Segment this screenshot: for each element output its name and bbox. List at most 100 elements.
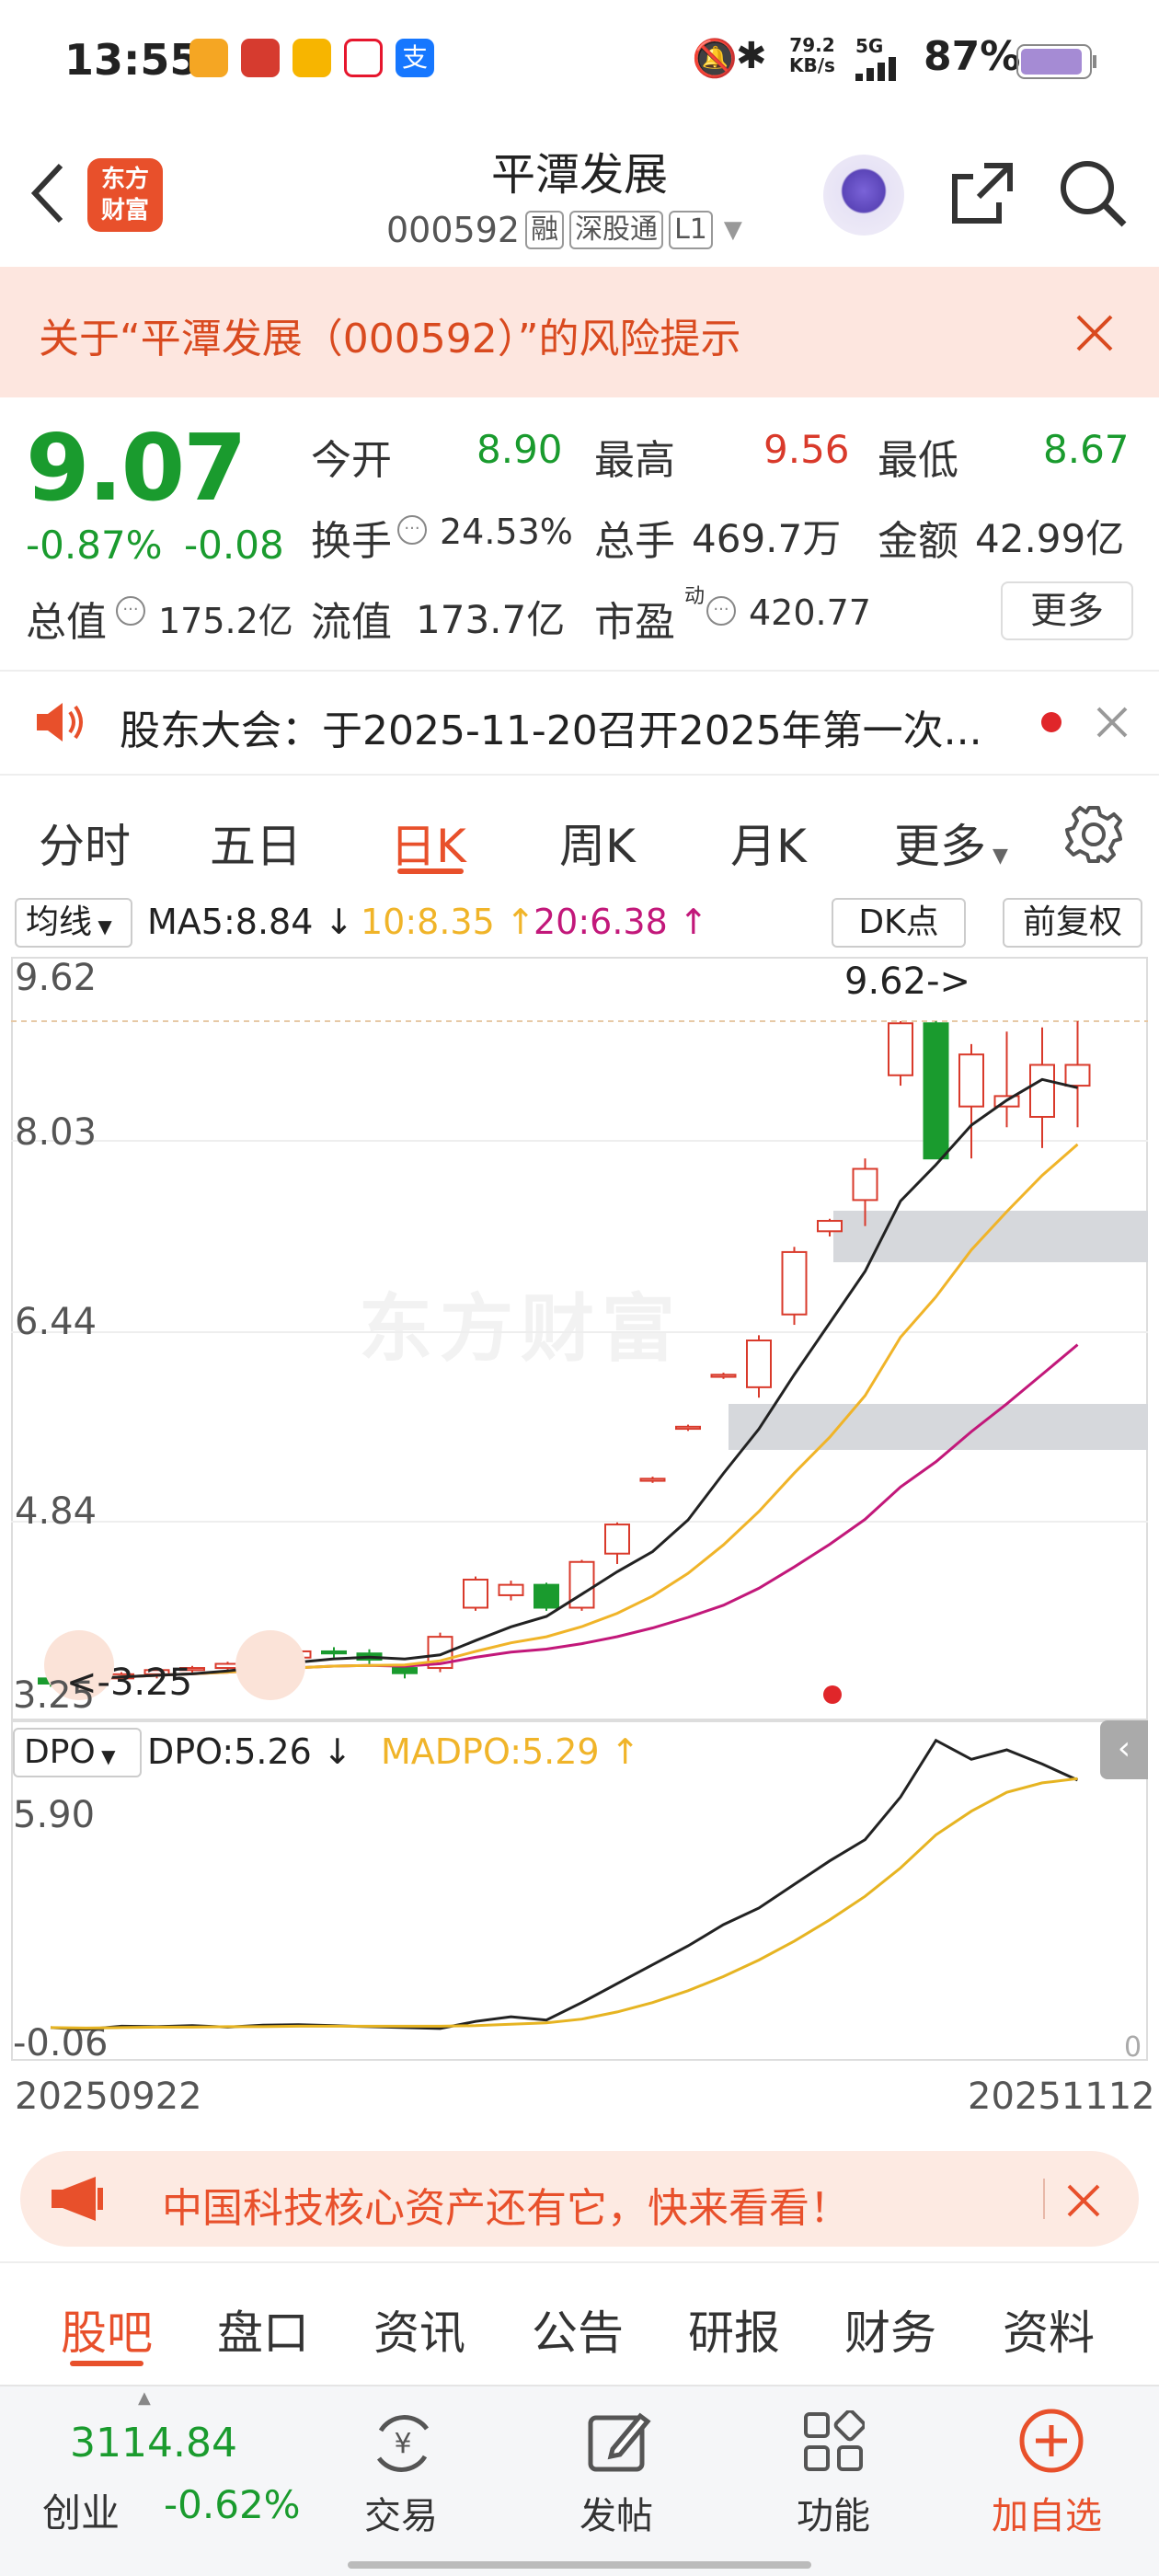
- ma5-value: MA5:8.84 ↓: [147, 902, 354, 942]
- tag-level: L1: [669, 211, 713, 249]
- back-icon[interactable]: [26, 161, 72, 225]
- candle: [463, 1578, 488, 1609]
- watermark: 东方财富: [359, 1286, 683, 1372]
- tab-more[interactable]: 更多 ▼: [894, 820, 1008, 873]
- add-watchlist-icon[interactable]: [1017, 2407, 1085, 2475]
- low-marker: <-3.25: [66, 1662, 193, 1704]
- volume-value: 469.7万: [692, 516, 842, 561]
- tab-daily-k[interactable]: 日K: [390, 820, 466, 873]
- candle: [781, 1250, 808, 1316]
- trade-label[interactable]: 交易: [364, 2495, 438, 2537]
- notice-text[interactable]: 股东大会：于2025-11-20召开2025年第一次...: [120, 707, 982, 754]
- more-quote-button[interactable]: 更多: [1001, 581, 1133, 640]
- tab-guba[interactable]: 股吧: [61, 2306, 153, 2360]
- tab-intraday[interactable]: 分时: [39, 820, 131, 873]
- dpo-y-top: 5.90: [13, 1794, 96, 1836]
- ma5-line: [51, 1077, 1078, 1680]
- search-icon[interactable]: [1058, 158, 1128, 228]
- low-label: 最低: [878, 437, 958, 484]
- y-tick-803: 8.03: [15, 1111, 98, 1154]
- trade-icon[interactable]: ¥: [368, 2409, 438, 2478]
- adjust-button[interactable]: 前复权: [1003, 898, 1142, 948]
- expand-left-icon[interactable]: [44, 1630, 114, 1700]
- dpo-chart: [50, 1738, 1079, 2031]
- signal-dot: [823, 1685, 842, 1704]
- tag-margin: 融: [525, 211, 565, 249]
- candle: [923, 1022, 949, 1160]
- chevron-up-icon: ▲: [138, 2388, 151, 2408]
- indicator-frame: [11, 1720, 1148, 2061]
- candle: [746, 1340, 772, 1388]
- dpo-zero: 0: [1124, 2031, 1142, 2064]
- post-label[interactable]: 发帖: [580, 2495, 653, 2537]
- tab-news[interactable]: 资讯: [373, 2306, 465, 2360]
- tab-profile[interactable]: 资料: [1003, 2306, 1095, 2360]
- collapse-panel-icon[interactable]: ‹: [1100, 1720, 1148, 1779]
- ma-selector[interactable]: 均线 ▼: [15, 898, 132, 948]
- float-label: 流值: [311, 599, 392, 646]
- stock-code-row[interactable]: 000592 融 深股通 L1 ▼: [386, 210, 742, 250]
- signal-label: 5G: [855, 35, 884, 57]
- tab-finance[interactable]: 财务: [844, 2306, 936, 2360]
- ad-text[interactable]: 中国科技核心资产还有它，快来看看！: [162, 2185, 850, 2232]
- post-icon[interactable]: [585, 2409, 651, 2475]
- tab-announcements[interactable]: 公告: [532, 2306, 624, 2360]
- battery-percent: 87%: [924, 33, 1021, 80]
- date-start: 20250922: [15, 2076, 202, 2118]
- bottom-bar: [0, 2385, 1159, 2576]
- bluetooth-icon: ✱: [736, 35, 767, 77]
- candle: [1029, 1064, 1055, 1118]
- pe-value: 420.77: [749, 592, 871, 633]
- dpo-line: [50, 1738, 1079, 2031]
- dk-point-button[interactable]: DK点: [832, 898, 966, 948]
- stock-title: 平潭发展: [490, 149, 668, 201]
- risk-banner-text[interactable]: 关于“平潭发展（000592）”的风险提示: [39, 316, 741, 362]
- function-label[interactable]: 功能: [797, 2495, 870, 2537]
- kline-chart-frame[interactable]: [11, 957, 1148, 1720]
- notice-bar[interactable]: [0, 670, 1159, 776]
- ad-banner[interactable]: [20, 2151, 1139, 2247]
- date-end: 20251112: [968, 2076, 1155, 2118]
- kline-chart[interactable]: [11, 957, 1148, 1720]
- close-icon[interactable]: [1065, 2182, 1102, 2219]
- volume-label: 总手: [594, 518, 675, 565]
- chevron-down-icon: ▼: [986, 845, 1008, 868]
- tab-research[interactable]: 研报: [688, 2306, 780, 2360]
- candle: [179, 1667, 205, 1672]
- add-watchlist-label[interactable]: 加自选: [992, 2495, 1102, 2537]
- resistance-zone: [833, 1211, 1148, 1262]
- tab-pankou[interactable]: 盘口: [217, 2306, 309, 2360]
- assistant-avatar[interactable]: [823, 155, 904, 236]
- madpo-value: MADPO:5.29 ↑: [381, 1731, 640, 1772]
- share-icon[interactable]: [947, 158, 1017, 228]
- close-icon[interactable]: [1095, 705, 1130, 740]
- close-icon[interactable]: [1074, 313, 1115, 353]
- turnover-label: 换手: [311, 518, 392, 565]
- expand-icon[interactable]: [235, 1630, 305, 1700]
- open-value: 8.90: [476, 427, 563, 472]
- pe-sup: 动: [684, 585, 706, 608]
- tab-monthly-k[interactable]: 月K: [730, 820, 807, 873]
- chevron-down-icon: ▼: [92, 915, 112, 937]
- info-icon[interactable]: ···: [397, 515, 427, 545]
- chevron-down-icon: ▼: [723, 216, 742, 244]
- info-icon[interactable]: ···: [116, 596, 145, 626]
- risk-banner[interactable]: [0, 267, 1159, 397]
- settings-gear-icon[interactable]: [1063, 804, 1124, 865]
- tab-weekly-k[interactable]: 周K: [559, 820, 636, 873]
- index-name[interactable]: 创业: [42, 2490, 120, 2536]
- status-time: 13:55: [64, 35, 200, 85]
- indicator-selector[interactable]: DPO ▼: [13, 1728, 142, 1777]
- function-grid-icon[interactable]: [802, 2410, 865, 2473]
- y-tick-962: 9.62: [15, 957, 98, 999]
- home-indicator: [348, 2561, 811, 2569]
- float-value: 173.7亿: [416, 597, 566, 642]
- candle: [392, 1667, 418, 1674]
- info-icon[interactable]: ···: [706, 596, 736, 626]
- tab-five-day[interactable]: 五日: [210, 820, 302, 873]
- support-zone: [729, 1404, 1148, 1450]
- index-value[interactable]: 3114.84: [70, 2420, 237, 2467]
- index-change[interactable]: -0.62%: [164, 2482, 301, 2527]
- high-value: 9.56: [763, 427, 850, 472]
